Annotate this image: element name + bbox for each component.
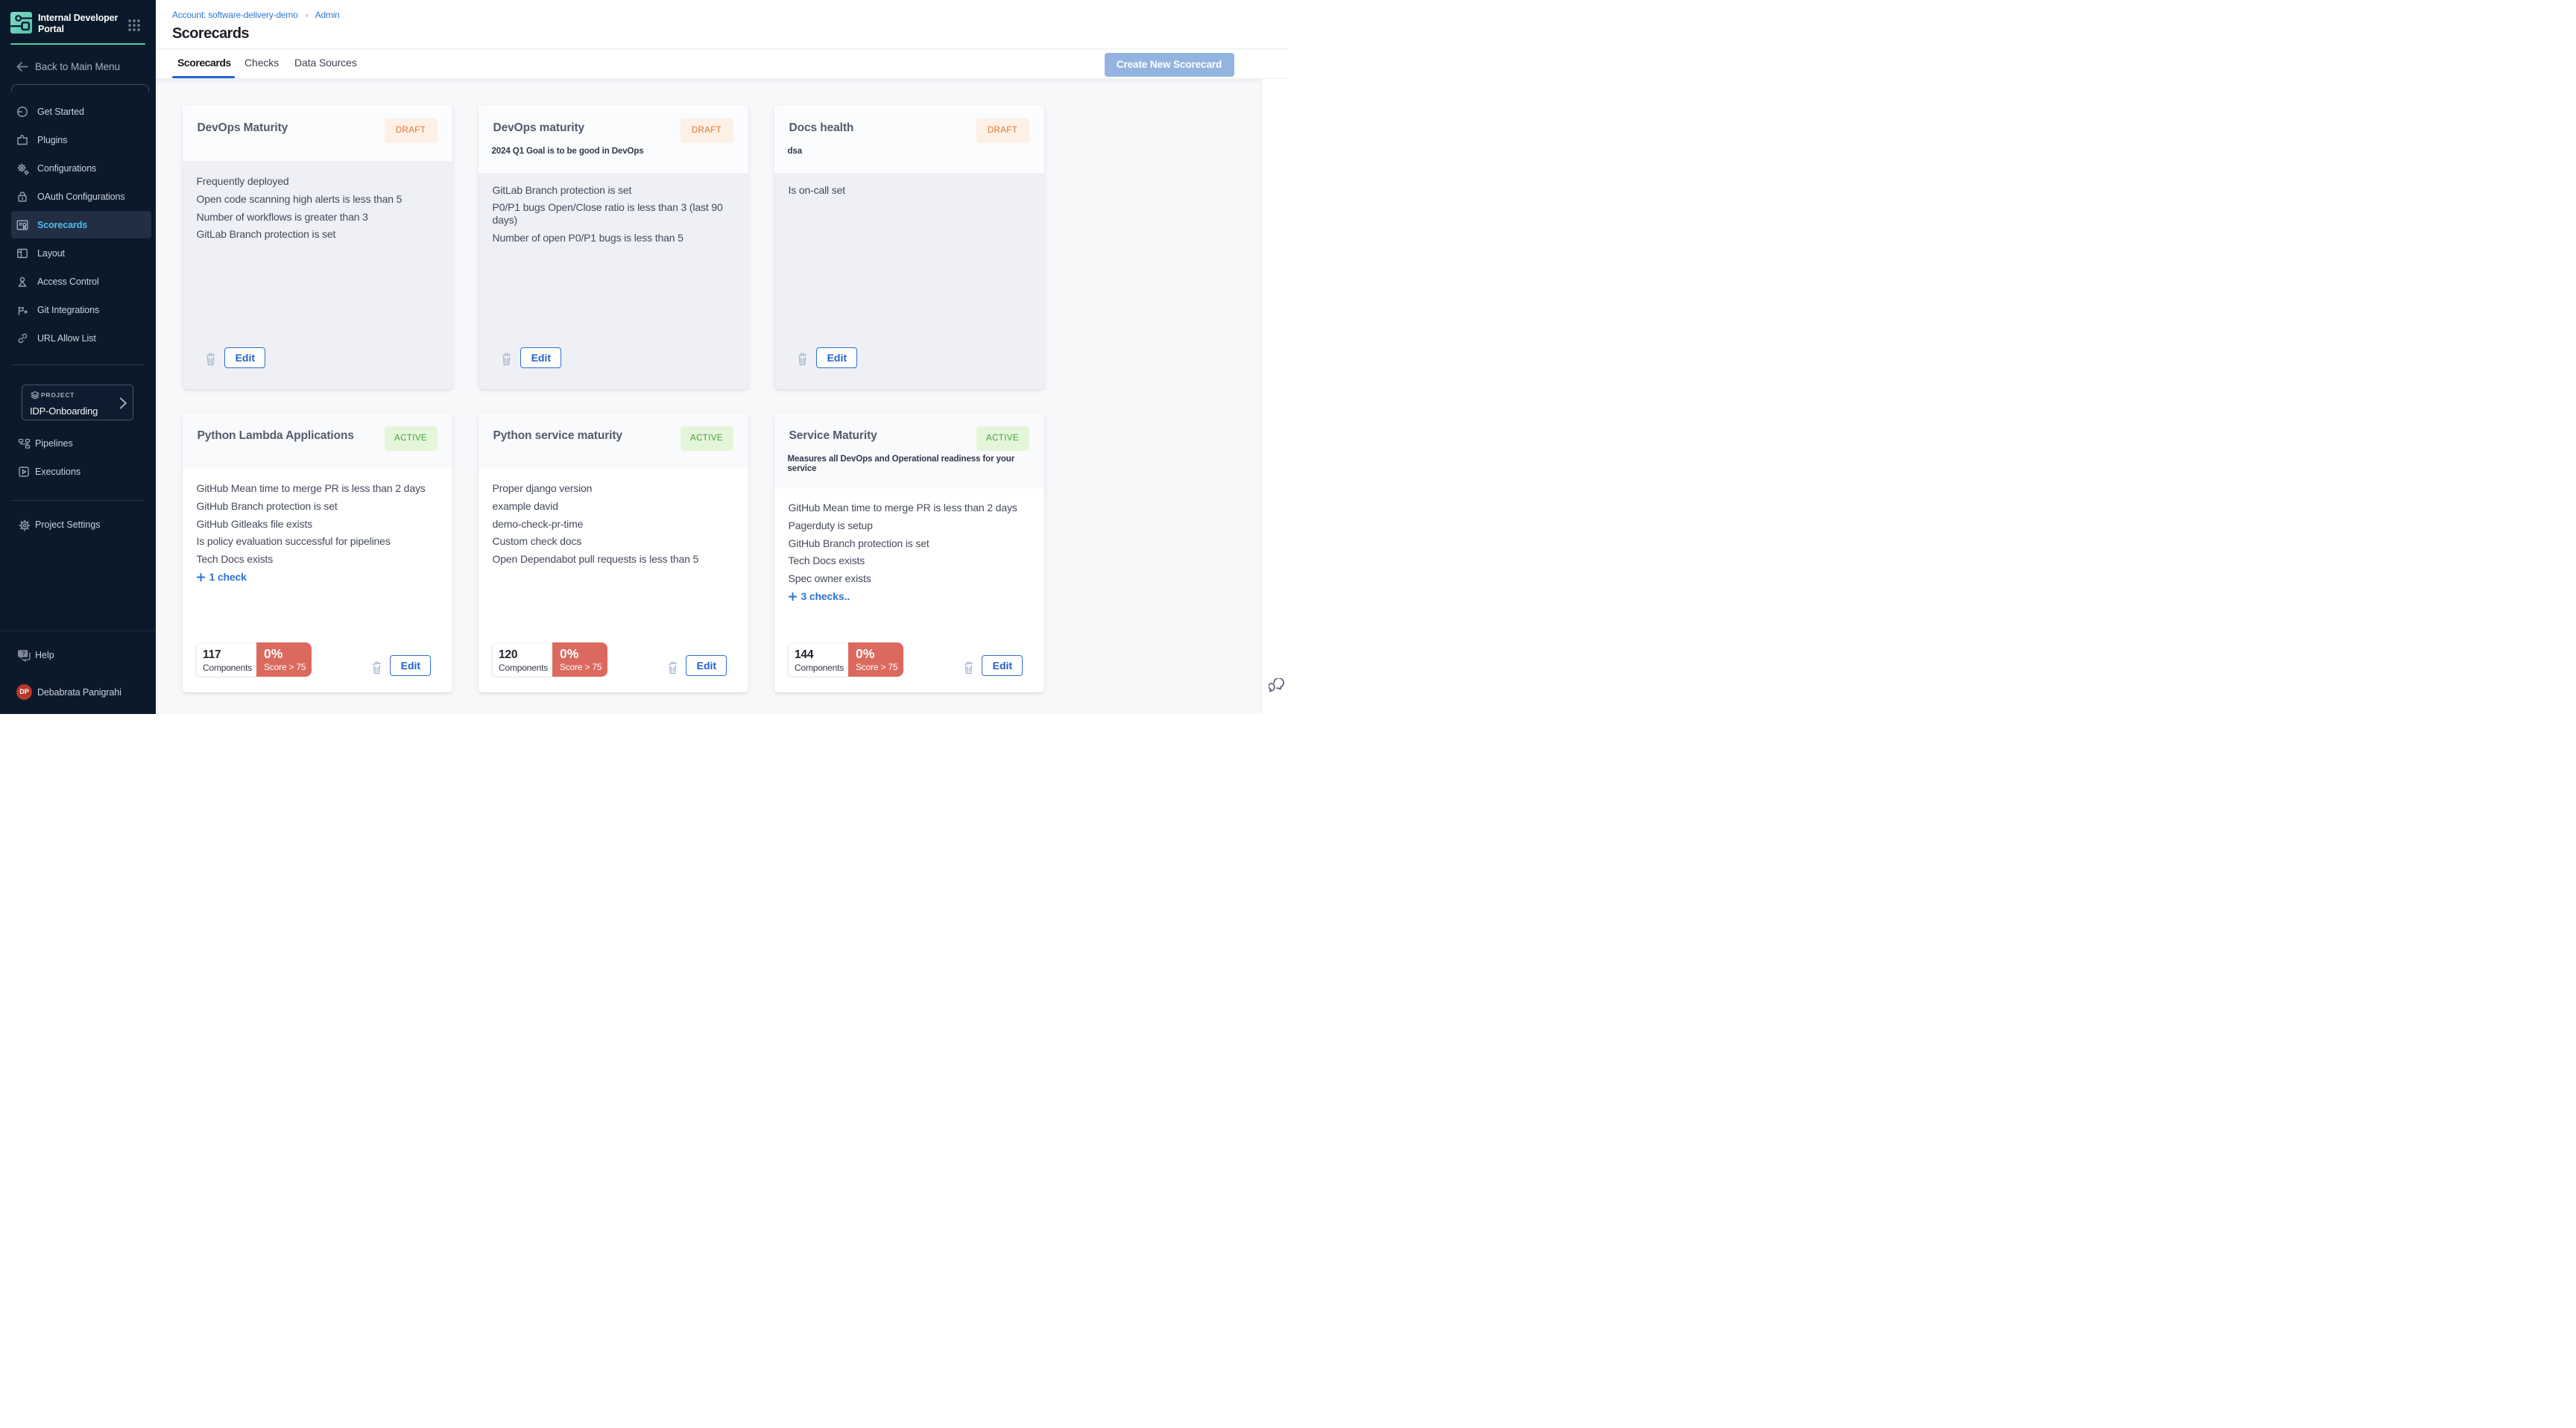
svg-text:?: ?	[22, 651, 25, 657]
